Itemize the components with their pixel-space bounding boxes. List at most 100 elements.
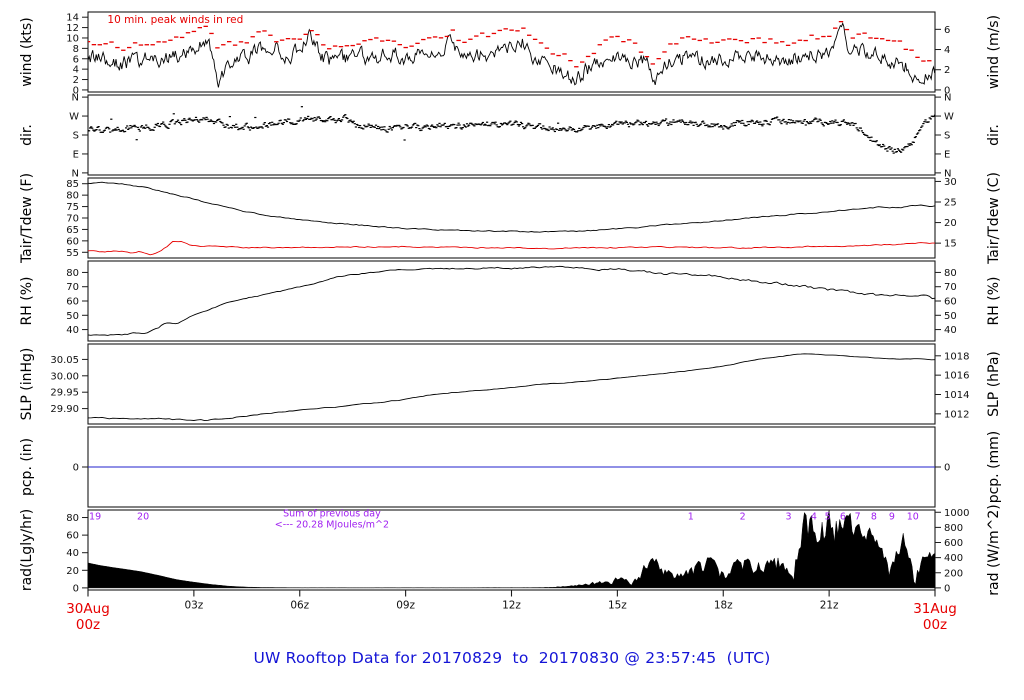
annotation-text: 1 bbox=[688, 512, 694, 523]
svg-text:8: 8 bbox=[73, 44, 79, 55]
svg-text:55: 55 bbox=[66, 248, 79, 259]
annotation-text: 19 bbox=[89, 512, 101, 523]
svg-text:W: W bbox=[69, 112, 79, 123]
left-axis-label-humidity: RH (%) bbox=[19, 277, 35, 326]
series-relative-humidity bbox=[88, 265, 935, 336]
annotation-text: 20 bbox=[137, 512, 149, 523]
series-sea-level-pressure bbox=[88, 353, 935, 422]
left-axis-label-wind: wind (kts) bbox=[19, 17, 35, 86]
svg-text:200: 200 bbox=[944, 568, 963, 579]
svg-text:0: 0 bbox=[944, 85, 950, 96]
svg-text:14: 14 bbox=[66, 13, 79, 24]
left-axis-label-pressure: SLP (inHg) bbox=[19, 348, 35, 421]
svg-text:29.90: 29.90 bbox=[50, 404, 79, 415]
svg-text:S: S bbox=[73, 131, 79, 142]
svg-text:30.00: 30.00 bbox=[50, 371, 79, 382]
svg-text:70: 70 bbox=[66, 282, 79, 293]
svg-text:50: 50 bbox=[944, 311, 957, 322]
right-axis-label-temperature: Tair/Tdew (C) bbox=[986, 172, 1002, 265]
svg-text:1000: 1000 bbox=[944, 508, 969, 519]
left-axis-label-radiation: rad(Lgly/hr) bbox=[19, 509, 35, 591]
svg-text:0: 0 bbox=[73, 85, 79, 96]
x-tick-label: 00z bbox=[923, 617, 947, 633]
series-tdew bbox=[88, 241, 935, 256]
svg-text:80: 80 bbox=[66, 268, 79, 279]
x-tick-label: 06z bbox=[290, 600, 309, 612]
series-wind-peaks-10min bbox=[88, 21, 932, 68]
left-axis-label-temperature: Tair/Tdew (F) bbox=[19, 173, 35, 264]
svg-text:1018: 1018 bbox=[944, 351, 969, 362]
x-tick-label: 09z bbox=[396, 600, 415, 612]
svg-text:E: E bbox=[73, 149, 79, 160]
svg-text:30: 30 bbox=[944, 177, 957, 188]
svg-text:1012: 1012 bbox=[944, 409, 969, 420]
svg-text:4: 4 bbox=[944, 45, 950, 56]
series-wind-speed bbox=[88, 21, 935, 88]
right-axis-label-wind: wind (m/s) bbox=[986, 15, 1002, 89]
svg-text:85: 85 bbox=[66, 179, 79, 190]
svg-text:800: 800 bbox=[944, 523, 963, 534]
svg-text:15: 15 bbox=[944, 239, 957, 250]
series-tair bbox=[88, 181, 935, 233]
svg-text:400: 400 bbox=[944, 553, 963, 564]
annotation-text: 2 bbox=[740, 512, 746, 523]
svg-text:40: 40 bbox=[66, 548, 79, 559]
svg-text:0: 0 bbox=[73, 583, 79, 594]
svg-text:10: 10 bbox=[66, 33, 79, 44]
axis-ticks-humidity: 40 50 60 70 80 40 50 60 70 80 bbox=[66, 268, 956, 336]
svg-text:40: 40 bbox=[66, 325, 79, 336]
svg-text:60: 60 bbox=[944, 297, 957, 308]
svg-text:N: N bbox=[944, 168, 951, 179]
right-axis-label-humidity: RH (%) bbox=[986, 277, 1002, 326]
svg-text:80: 80 bbox=[66, 191, 79, 202]
x-tick-label: 21z bbox=[820, 600, 839, 612]
svg-text:50: 50 bbox=[66, 311, 79, 322]
right-axis-label-precipitation: pcp. (mm) bbox=[986, 431, 1002, 504]
x-tick-label: 03z bbox=[184, 600, 203, 612]
x-tick-label: 12z bbox=[502, 600, 521, 612]
annotation-text: 5 bbox=[825, 512, 831, 523]
left-axis-label-precipitation: pcp. (in) bbox=[19, 438, 35, 496]
x-tick-label: 15z bbox=[608, 600, 627, 612]
panel-border bbox=[87, 11, 936, 93]
svg-text:1014: 1014 bbox=[944, 390, 969, 401]
annotation-text: 9 bbox=[889, 512, 895, 523]
panel-border bbox=[87, 509, 936, 591]
right-axis-label-dir: dir. bbox=[986, 124, 1002, 146]
svg-text:6: 6 bbox=[73, 54, 79, 65]
svg-text:30.05: 30.05 bbox=[50, 355, 79, 366]
svg-text:0: 0 bbox=[944, 463, 950, 474]
svg-text:600: 600 bbox=[944, 538, 963, 549]
x-tick-label: 18z bbox=[714, 600, 733, 612]
chart-title: UW Rooftop Data for 20170829 to 20170830… bbox=[253, 649, 771, 667]
panel-humidity: 40 50 60 70 80 40 50 60 70 80 RH (%) RH (%) bbox=[19, 260, 1002, 342]
series-solar-radiation bbox=[88, 510, 935, 589]
svg-text:40: 40 bbox=[944, 325, 957, 336]
svg-text:2: 2 bbox=[944, 65, 950, 76]
svg-text:6: 6 bbox=[944, 25, 950, 36]
svg-text:12: 12 bbox=[66, 23, 79, 34]
annotation-text: <--- 20.28 MJoules/m^2 bbox=[275, 520, 389, 531]
annotation-text: 6 bbox=[840, 512, 846, 523]
svg-text:N: N bbox=[72, 93, 79, 104]
svg-text:W: W bbox=[944, 112, 954, 123]
x-tick-label: 31Aug bbox=[913, 601, 957, 617]
svg-text:N: N bbox=[944, 93, 951, 104]
svg-text:70: 70 bbox=[66, 214, 79, 225]
axis-ticks-pressure: 29.90 29.95 30.00 30.05 1012 1014 1016 1018 bbox=[50, 351, 969, 420]
svg-text:29.95: 29.95 bbox=[50, 388, 79, 399]
annotation-text: 3 bbox=[785, 512, 791, 523]
x-tick-label: 00z bbox=[76, 617, 100, 633]
svg-text:80: 80 bbox=[66, 513, 79, 524]
x-tick-label: 30Aug bbox=[66, 601, 110, 617]
